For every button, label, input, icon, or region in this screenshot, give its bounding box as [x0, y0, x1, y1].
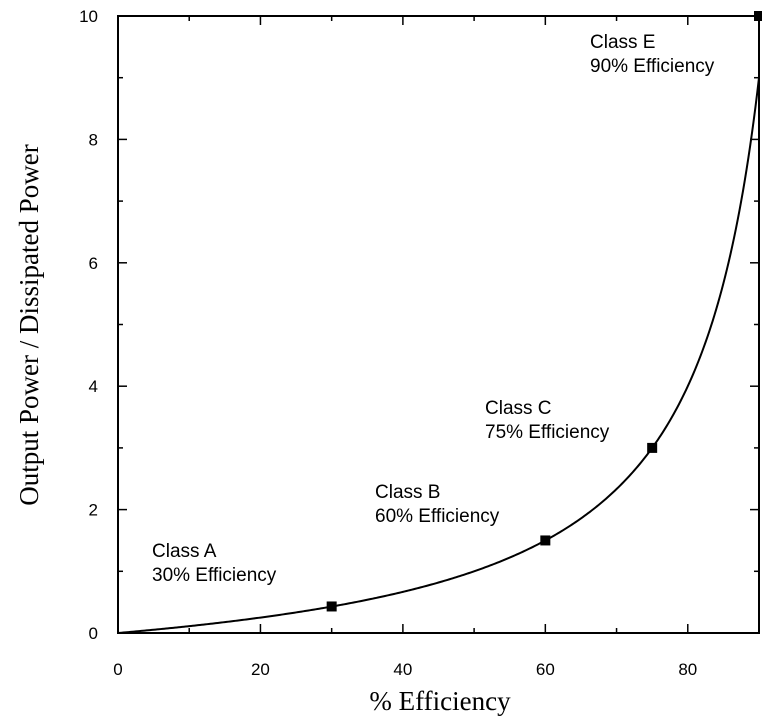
class-efficiency-label: 75% Efficiency — [485, 422, 610, 443]
x-tick-label: 0 — [113, 660, 122, 679]
class-marker — [647, 442, 658, 453]
class-marker — [540, 535, 551, 546]
class-marker — [754, 11, 762, 21]
class-label: Class C — [485, 398, 552, 419]
class-label: Class B — [375, 482, 440, 503]
class-annotations: Class A 30% Efficiency Class B 60% Efficien… — [152, 32, 715, 586]
class-efficiency-label: 60% Efficiency — [375, 506, 500, 527]
y-tick-label: 6 — [89, 254, 98, 273]
class-label: Class A — [152, 541, 217, 562]
class-efficiency-label: 30% Efficiency — [152, 565, 277, 586]
x-tick-label: 80 — [678, 660, 697, 679]
y-tick-label: 0 — [89, 624, 98, 643]
x-tick-label: 40 — [393, 660, 412, 679]
y-tick-label: 2 — [89, 501, 98, 520]
y-tick-label: 10 — [79, 7, 98, 26]
x-tick-label: 20 — [251, 660, 270, 679]
class-marker — [326, 601, 337, 612]
y-tick-label: 4 — [89, 377, 98, 396]
class-markers — [326, 11, 762, 612]
y-axis-title: Output Power / Dissipated Power — [14, 144, 44, 505]
axis-ticks — [117, 15, 760, 634]
class-label: Class E — [590, 32, 655, 53]
x-tick-label: 60 — [536, 660, 555, 679]
x-axis-title: % Efficiency — [369, 686, 511, 716]
y-tick-label: 8 — [89, 130, 98, 149]
class-efficiency-label: 90% Efficiency — [590, 56, 715, 77]
tick-labels: 0 20 40 60 80 0 2 4 6 8 10 — [79, 7, 697, 679]
